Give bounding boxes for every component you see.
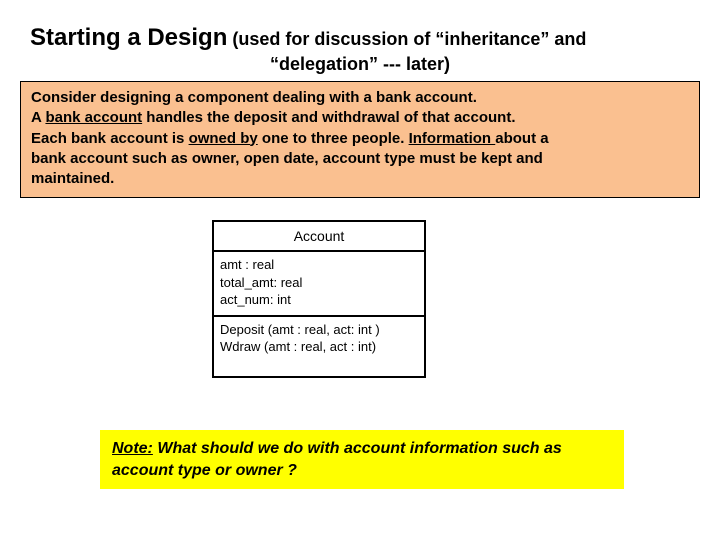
desc-line3-ul1: owned by bbox=[189, 130, 258, 147]
desc-line3-mid: one to three people. bbox=[258, 130, 409, 147]
uml-class-box: Account amt : real total_amt: real act_n… bbox=[212, 220, 426, 378]
desc-line2: A bank account handles the deposit and w… bbox=[31, 108, 689, 128]
desc-line2-pre: A bbox=[31, 109, 45, 126]
uml-attributes: amt : real total_amt: real act_num: int bbox=[214, 252, 424, 317]
title-suffix: (used for discussion of “inheritance” an… bbox=[227, 29, 586, 49]
desc-line2-ul: bank account bbox=[45, 109, 142, 126]
uml-class-name: Account bbox=[214, 222, 424, 252]
note-label: Note: bbox=[112, 440, 153, 457]
uml-attr: total_amt: real bbox=[220, 274, 418, 292]
title-line2: “delegation” --- later) bbox=[30, 54, 690, 75]
uml-op: Deposit (amt : real, act: int ) bbox=[220, 321, 418, 339]
note-text: What should we do with account informati… bbox=[112, 440, 562, 479]
desc-line3-pre: Each bank account is bbox=[31, 130, 189, 147]
desc-line4: bank account such as owner, open date, a… bbox=[31, 149, 689, 169]
uml-operations: Deposit (amt : real, act: int ) Wdraw (a… bbox=[214, 317, 424, 376]
title-block: Starting a Design (used for discussion o… bbox=[0, 0, 720, 75]
main-title: Starting a Design bbox=[30, 24, 227, 51]
desc-line5: maintained. bbox=[31, 169, 689, 189]
note-box: Note: What should we do with account inf… bbox=[100, 430, 624, 489]
desc-line3: Each bank account is owned by one to thr… bbox=[31, 129, 689, 149]
desc-line3-ul2: Information bbox=[409, 130, 496, 147]
desc-line2-post: handles the deposit and withdrawal of th… bbox=[142, 109, 515, 126]
desc-line3-post: about a bbox=[495, 130, 548, 147]
uml-op: Wdraw (amt : real, act : int) bbox=[220, 338, 418, 356]
slide-container: Starting a Design (used for discussion o… bbox=[0, 0, 720, 540]
uml-attr: act_num: int bbox=[220, 291, 418, 309]
description-box: Consider designing a component dealing w… bbox=[20, 81, 700, 198]
desc-line1: Consider designing a component dealing w… bbox=[31, 88, 689, 108]
uml-attr: amt : real bbox=[220, 256, 418, 274]
